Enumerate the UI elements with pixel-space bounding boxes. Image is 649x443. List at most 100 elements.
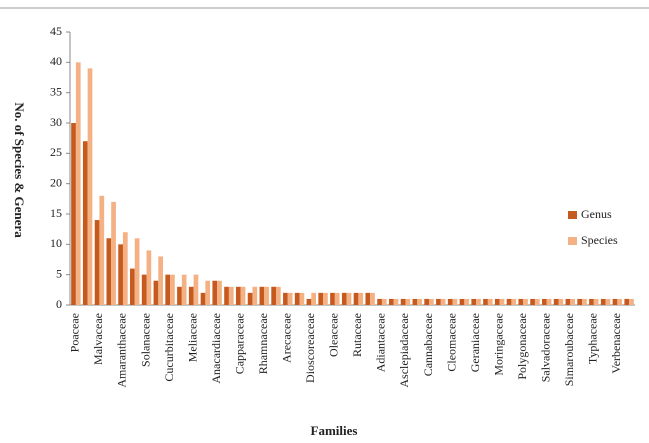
bar — [259, 286, 265, 305]
bar — [534, 298, 540, 305]
y-tick-label: 25 — [50, 145, 62, 159]
bar — [341, 292, 347, 305]
bar — [99, 195, 105, 305]
bar — [553, 298, 559, 305]
x-tick-label: Rhamnaceae — [256, 313, 270, 374]
bar — [247, 292, 253, 305]
x-tick-label: Meliaceae — [185, 313, 199, 362]
bar — [188, 286, 194, 305]
x-axis-title: Families — [311, 423, 358, 438]
bar — [294, 292, 300, 305]
bar — [417, 298, 422, 305]
bar — [111, 201, 116, 305]
bar — [235, 286, 241, 305]
bar — [87, 68, 93, 306]
bar — [71, 123, 76, 305]
bar — [523, 298, 528, 305]
bar — [82, 141, 88, 305]
bar — [483, 298, 488, 305]
bar — [624, 298, 630, 305]
legend-swatch — [568, 237, 577, 245]
bar — [118, 244, 123, 305]
bar — [499, 298, 505, 305]
bar — [271, 286, 276, 305]
bar — [252, 286, 258, 305]
bar — [240, 286, 246, 305]
x-tick-label: Verbenaceae — [609, 313, 623, 374]
x-tick-label: Malvaceae — [91, 313, 105, 365]
x-tick-label: Simaroubaceae — [562, 313, 576, 386]
y-axis-title: No. of Species & Genera — [12, 102, 27, 238]
bar — [436, 298, 441, 305]
x-tick-label: Cannabaceae — [421, 313, 435, 376]
bar — [400, 298, 406, 305]
bar — [405, 298, 411, 305]
bar — [275, 286, 281, 305]
bar — [530, 298, 535, 305]
x-tick-label: Dioscoreaceae — [303, 313, 317, 383]
x-tick-label: Cleomaceae — [444, 313, 458, 372]
bar — [381, 298, 387, 305]
y-tick-label: 30 — [50, 115, 62, 129]
bar — [177, 286, 182, 305]
bar — [318, 292, 324, 305]
bar — [511, 298, 517, 305]
bar — [130, 268, 135, 305]
legend-label: Species — [581, 233, 618, 247]
bar — [334, 292, 340, 305]
bar — [558, 298, 564, 305]
x-tick-label: Capparaceae — [232, 313, 246, 374]
bar — [264, 286, 269, 305]
x-tick-label: Cucurbitaceae — [162, 313, 176, 382]
y-tick-label: 45 — [50, 24, 62, 38]
x-tick-label: Amaranthaceae — [115, 313, 129, 388]
bar — [200, 292, 206, 305]
bar — [424, 298, 430, 305]
bar — [306, 298, 312, 305]
bar — [377, 298, 382, 305]
bar — [452, 298, 458, 305]
y-tick-label: 15 — [50, 206, 62, 220]
bar — [617, 298, 623, 305]
bar — [388, 298, 394, 305]
bar — [224, 286, 229, 305]
bar — [146, 250, 152, 305]
x-tick-label: Poaceae — [68, 313, 82, 352]
bar — [75, 62, 81, 306]
bar — [570, 298, 575, 305]
bar — [311, 292, 317, 305]
x-tick-label: Adiantaceae — [374, 313, 388, 372]
bar — [165, 274, 171, 305]
bar — [283, 292, 288, 305]
bar — [459, 298, 465, 305]
bar — [487, 298, 493, 305]
bar — [471, 298, 477, 305]
bar — [106, 238, 112, 305]
bar — [141, 274, 147, 305]
x-tick-label: Geraniaceae — [468, 313, 482, 372]
bar — [353, 292, 359, 305]
bar — [429, 298, 434, 305]
x-tick-label: Typhaceae — [586, 313, 600, 364]
y-tick-label: 35 — [50, 84, 62, 98]
bar — [464, 298, 470, 305]
bar — [370, 292, 375, 305]
bar — [358, 292, 364, 305]
bar — [629, 298, 634, 305]
y-tick-label: 0 — [56, 297, 62, 311]
y-tick-label: 10 — [50, 236, 62, 250]
legend-swatch — [568, 211, 577, 219]
bar — [193, 274, 199, 305]
bar — [330, 292, 335, 305]
y-tick-label: 40 — [50, 54, 62, 68]
bar — [134, 238, 140, 305]
bar — [582, 298, 587, 305]
x-tick-label: Asclepiadaceae — [397, 313, 411, 388]
y-tick-label: 20 — [50, 175, 62, 189]
bar — [605, 298, 611, 305]
x-tick-label: Solanaceae — [138, 313, 152, 367]
bar — [228, 286, 234, 305]
x-tick-label: Arecaceae — [280, 313, 294, 363]
x-tick-label: Polygonaceae — [515, 313, 529, 380]
